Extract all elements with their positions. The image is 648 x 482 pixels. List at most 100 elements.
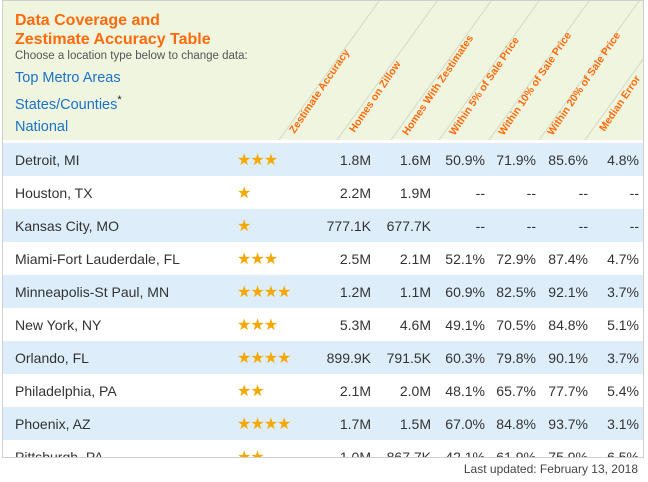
star-icon: ★ [237, 283, 251, 301]
city-name: Phoenix, AZ [3, 407, 237, 440]
table-row: Philadelphia, PA ★★ 2.1M 2.0M 48.1% 65.7% 77.7… [3, 374, 643, 407]
within-10-value: 61.9% [496, 448, 536, 458]
homes-on-zillow-value: 777.1K [309, 209, 375, 242]
table-row: Minneapolis-St Paul, MN ★★★★ 1.2M 1.1M 60.9%… [3, 275, 643, 308]
location-states-counties-link[interactable]: States/Counties* [15, 94, 122, 113]
within-10-value: 70.5% [496, 316, 536, 333]
within-10-value: 79.8% [489, 341, 540, 374]
within-5-value: 48.1% [445, 382, 485, 399]
zestimate-accuracy-stars: ★★★ [237, 143, 309, 176]
table-row: Kansas City, MO ★ 777.1K 677.7K -- -- -- -- [3, 209, 643, 242]
star-icon: ★ [250, 448, 264, 458]
within-20-value: 87.4% [548, 250, 588, 267]
within-20-value: 75.9% [548, 448, 588, 458]
homes-on-zillow-value: 1.7M [309, 407, 375, 440]
star-icon: ★ [263, 151, 278, 169]
table-row: Houston, TX ★ 2.2M 1.9M -- -- -- -- [3, 176, 643, 209]
star-icon: ★ [263, 250, 278, 268]
within-5-value: 67.0% [435, 407, 489, 440]
star-icon: ★ [237, 151, 251, 169]
within-10-value: 84.8% [489, 407, 540, 440]
star-icon: ★ [250, 316, 264, 334]
within-5-value: 50.9% [435, 143, 489, 176]
star-icon: ★ [277, 283, 291, 301]
homes-on-zillow-value: 899.9K [309, 341, 375, 374]
within-20-value: 90.1% [540, 341, 592, 374]
city-name: New York, NY [15, 316, 102, 333]
zestimate-accuracy-stars: ★★ [237, 440, 309, 458]
median-error-value: -- [629, 184, 639, 201]
table-row: Pittsburgh, PA ★★ 1.0M 867.7K 42.1% 61.9% 75.9… [3, 440, 643, 458]
within-10-value: 82.5% [489, 275, 540, 308]
homes-on-zillow-value: 5.3M [339, 316, 371, 333]
location-type-selector: Top Metro Areas States/Counties* Nationa… [15, 67, 122, 138]
zestimate-accuracy-stars: ★★★ [237, 308, 309, 341]
within-5-value: 49.1% [445, 316, 485, 333]
star-icon: ★ [237, 349, 251, 367]
city-name: Philadelphia, PA [15, 382, 117, 399]
homes-with-zestimates-value: 2.0M [399, 382, 431, 399]
homes-with-zestimates-value: 1.6M [375, 143, 435, 176]
homes-with-zestimates-value: 1.5M [375, 407, 435, 440]
homes-with-zestimates-value: 677.7K [375, 209, 435, 242]
median-error-value: -- [592, 209, 643, 242]
table-row: Detroit, MI ★★★ 1.8M 1.6M 50.9% 71.9% 85.6% 4.8… [3, 143, 643, 176]
within-20-value: 84.8% [548, 316, 588, 333]
within-20-value: -- [578, 184, 588, 201]
homes-on-zillow-value: 1.2M [309, 275, 375, 308]
star-icon: ★ [263, 415, 278, 433]
star-icon: ★ [237, 316, 251, 334]
table-header: Data Coverage and Zestimate Accuracy Tab… [3, 1, 643, 140]
median-error-value: 4.7% [607, 250, 639, 267]
homes-on-zillow-value: 1.8M [309, 143, 375, 176]
table-row: Phoenix, AZ ★★★★ 1.7M 1.5M 67.0% 84.8% 93.7% 3.… [3, 407, 643, 440]
star-icon: ★ [263, 349, 278, 367]
median-error-value: 5.4% [607, 382, 639, 399]
zestimate-accuracy-stars: ★★★★ [237, 407, 309, 440]
star-icon: ★ [263, 283, 278, 301]
footnote-marker: * [117, 94, 122, 106]
median-error-value: 3.1% [592, 407, 643, 440]
zestimate-accuracy-stars: ★★★★ [237, 341, 309, 374]
accuracy-table-widget: Data Coverage and Zestimate Accuracy Tab… [2, 0, 644, 458]
within-10-value: -- [489, 209, 540, 242]
city-name: Pittsburgh, PA [15, 448, 104, 458]
star-icon: ★ [250, 151, 264, 169]
location-top-metro-link[interactable]: Top Metro Areas [15, 70, 121, 86]
within-5-value: -- [435, 209, 489, 242]
homes-on-zillow-value: 2.1M [339, 382, 371, 399]
star-icon: ★ [237, 382, 251, 400]
subtitle: Choose a location type below to change d… [15, 50, 248, 62]
star-icon: ★ [237, 448, 251, 458]
within-20-value: 92.1% [540, 275, 592, 308]
city-name: Miami-Fort Lauderdale, FL [15, 250, 180, 267]
within-20-value: 85.6% [540, 143, 592, 176]
star-icon: ★ [277, 349, 291, 367]
median-error-value: 3.7% [592, 275, 643, 308]
homes-on-zillow-value: 1.0M [339, 448, 371, 458]
homes-with-zestimates-value: 4.6M [399, 316, 431, 333]
within-10-value: 72.9% [496, 250, 536, 267]
homes-on-zillow-value: 2.5M [339, 250, 371, 267]
star-icon: ★ [237, 415, 251, 433]
within-20-value: 93.7% [540, 407, 592, 440]
zestimate-accuracy-stars: ★★ [237, 374, 309, 407]
city-name: Kansas City, MO [3, 209, 237, 242]
city-name: Houston, TX [15, 184, 93, 201]
star-icon: ★ [277, 415, 291, 433]
median-error-value: 4.8% [592, 143, 643, 176]
homes-with-zestimates-value: 1.9M [399, 184, 431, 201]
table-row: Miami-Fort Lauderdale, FL ★★★ 2.5M 2.1M 52.1… [3, 242, 643, 275]
page-title: Data Coverage and Zestimate Accuracy Tab… [15, 12, 211, 48]
within-20-value: 77.7% [548, 382, 588, 399]
city-name: Detroit, MI [3, 143, 237, 176]
within-5-value: 60.3% [435, 341, 489, 374]
median-error-value: 3.7% [592, 341, 643, 374]
city-name: Minneapolis-St Paul, MN [3, 275, 237, 308]
star-icon: ★ [237, 217, 251, 235]
location-national-link[interactable]: National [15, 118, 69, 135]
within-10-value: 65.7% [496, 382, 536, 399]
star-icon: ★ [263, 316, 278, 334]
homes-with-zestimates-value: 1.1M [375, 275, 435, 308]
homes-with-zestimates-value: 2.1M [399, 250, 431, 267]
